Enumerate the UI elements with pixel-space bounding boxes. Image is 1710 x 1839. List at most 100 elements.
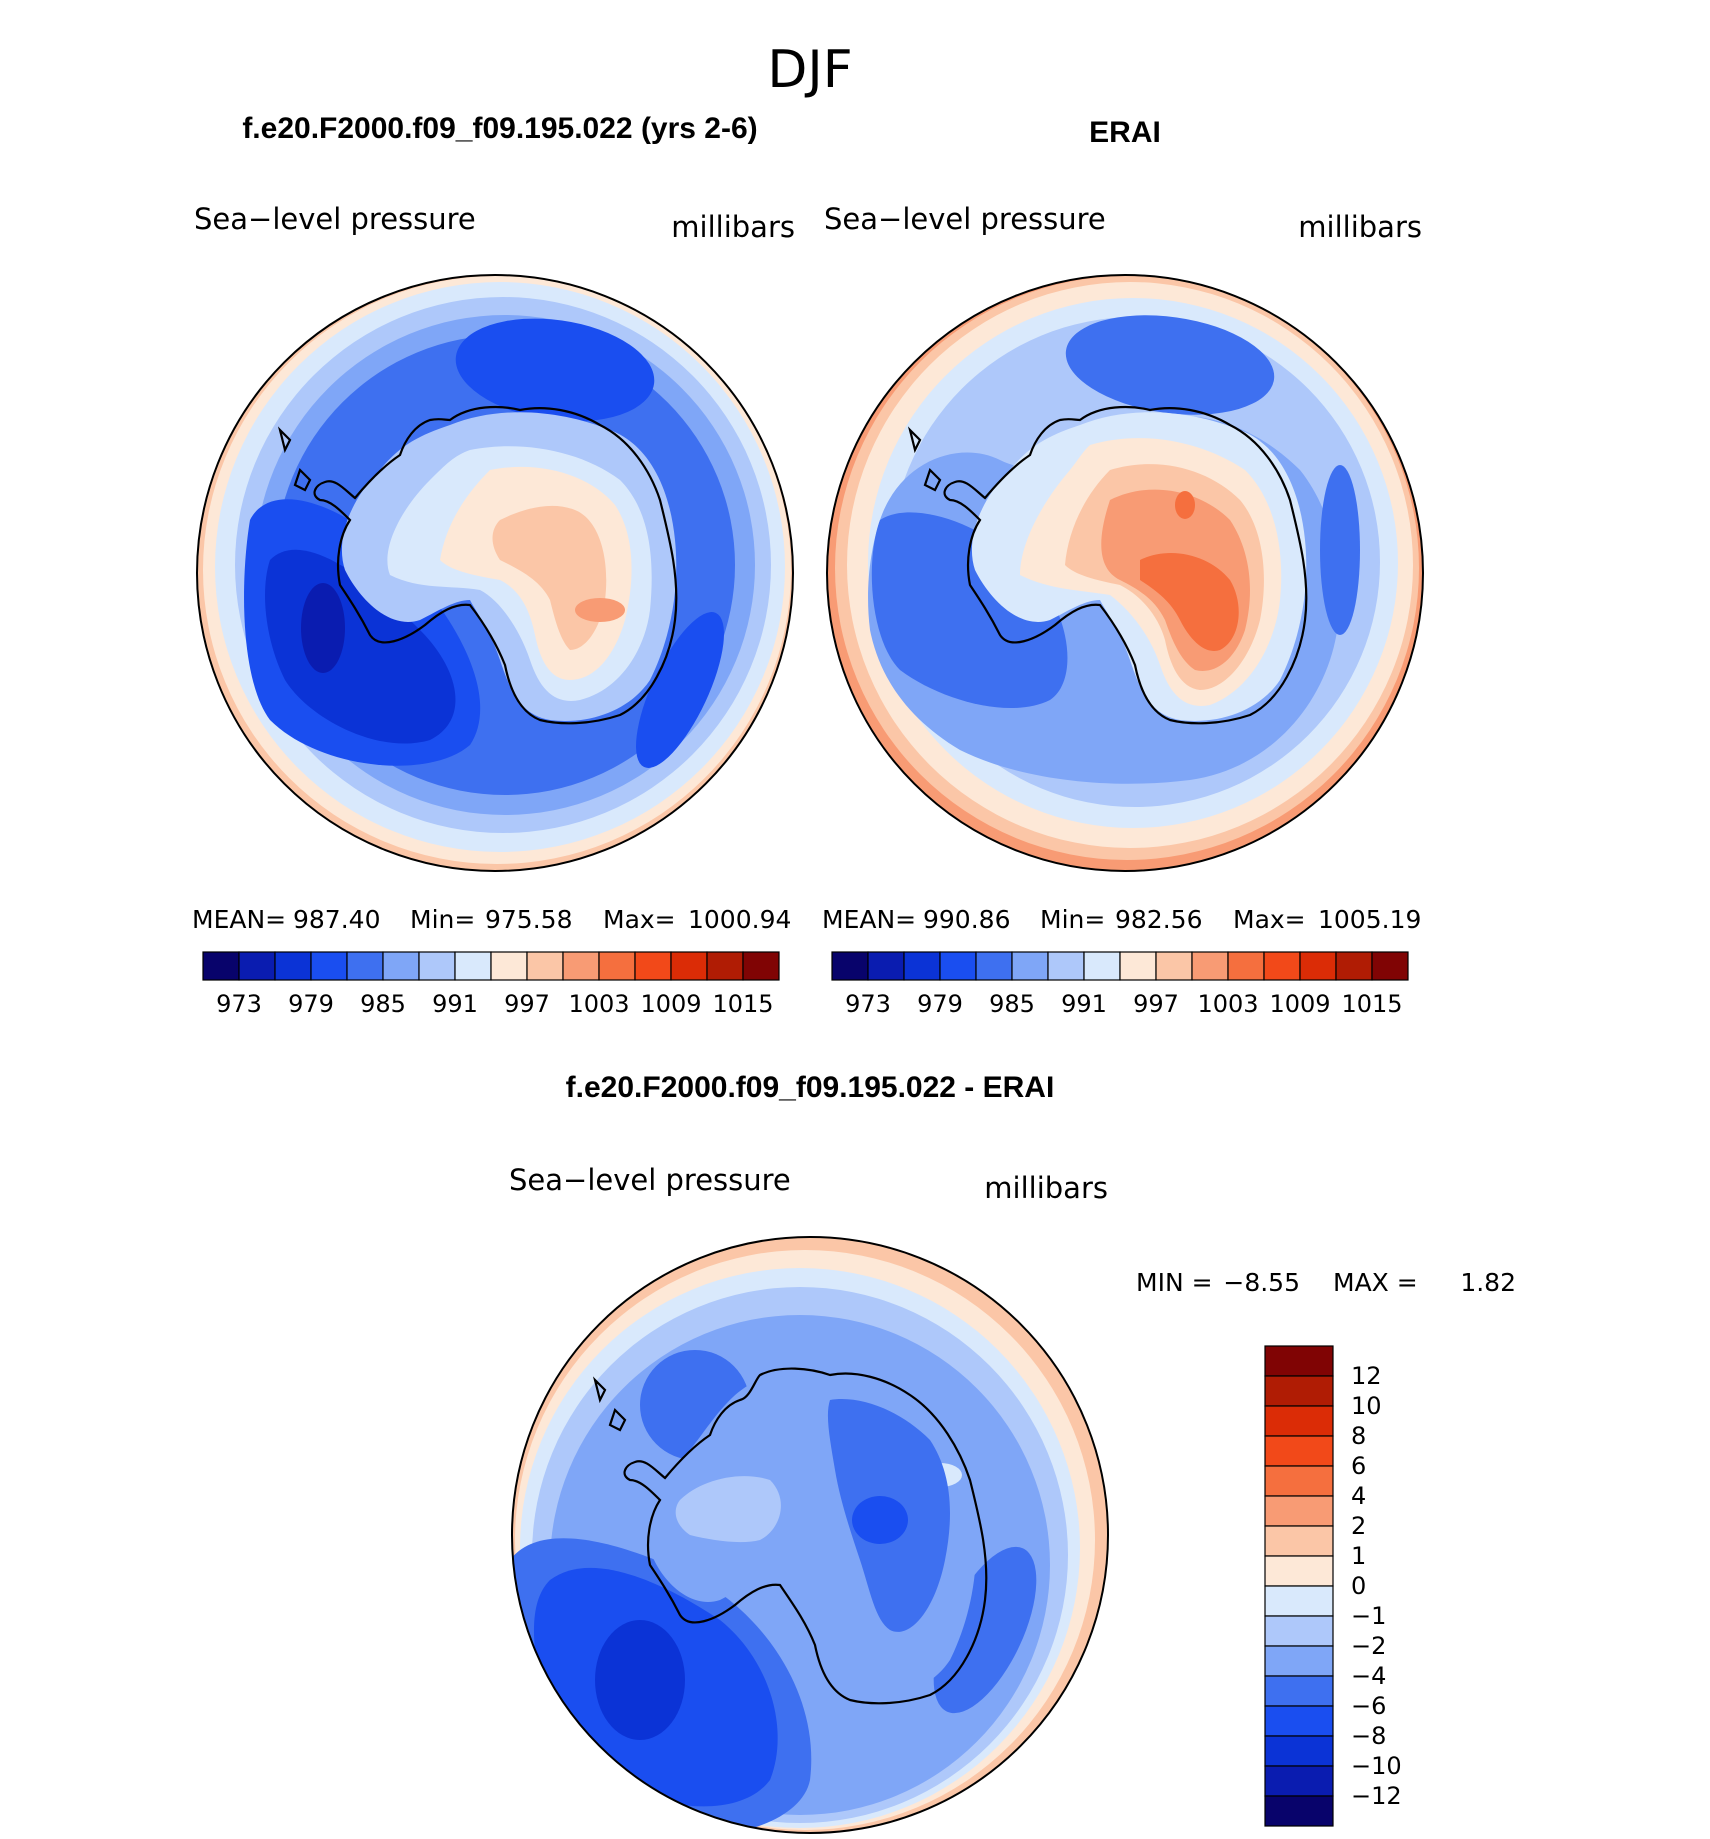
stat-max-label: Max=	[1233, 905, 1306, 934]
colorbar-tick-label: 985	[989, 990, 1035, 1018]
colorbar-box	[454, 951, 492, 981]
panel-units-label: millibars	[1298, 210, 1422, 244]
panel-units-label: millibars	[984, 1171, 1108, 1205]
polar-map	[826, 274, 1424, 872]
low-blob-east	[636, 612, 724, 768]
stat-min-value: −8.55	[1223, 1268, 1300, 1297]
colorbar-box	[1264, 1555, 1334, 1587]
colorbar-tick-label: 973	[216, 990, 262, 1018]
panel-left-label: Sea−level pressure	[824, 202, 1106, 236]
map-border	[511, 1236, 1109, 1834]
colorbar-box	[274, 951, 312, 981]
figure-title: DJF	[767, 40, 852, 100]
colorbar-box	[706, 951, 744, 981]
stat-max-value: 1000.94	[688, 905, 791, 934]
stat-min-label: Min=	[410, 905, 475, 934]
colorbar-tick-label: 985	[360, 990, 406, 1018]
colorbar-box	[346, 951, 384, 981]
colorbar-tick-label: 8	[1351, 1422, 1366, 1450]
stat-mean-label: MEAN=	[822, 905, 916, 934]
colorbar-box	[1264, 1345, 1334, 1377]
colorbar-box	[1264, 1615, 1334, 1647]
stat-max-value: 1.82	[1460, 1268, 1516, 1297]
colorbar-box	[1371, 951, 1409, 981]
colorbar-box	[1191, 951, 1229, 981]
colorbar-tick-label: −8	[1351, 1722, 1386, 1750]
colorbar-box	[562, 951, 600, 981]
colorbar-tick-label: 973	[845, 990, 891, 1018]
low-blob-top	[455, 318, 655, 422]
colorbar-box	[1264, 1675, 1334, 1707]
panel-left-label: Sea−level pressure	[509, 1163, 791, 1197]
panel-difference: f.e20.F2000.f09_f09.195.022 - ERAI Sea−l…	[509, 1071, 1516, 1834]
colorbar-box	[1047, 951, 1085, 981]
stat-min-value: 982.56	[1115, 905, 1202, 934]
colorbar-box	[1264, 1705, 1334, 1737]
colorbar-tick-label: 10	[1351, 1392, 1382, 1420]
colorbar-tick-label: 997	[1133, 990, 1179, 1018]
colorbar-tick-label: 1	[1351, 1542, 1366, 1570]
colorbar-tick-label: −10	[1351, 1752, 1402, 1780]
colorbar-tick-label: 0	[1351, 1572, 1366, 1600]
colorbar-box	[1011, 951, 1049, 981]
stat-min-label: Min=	[1040, 905, 1105, 934]
colorbar-box	[742, 951, 780, 981]
colorbar-tick-label: 1003	[1197, 990, 1258, 1018]
colorbar-box	[310, 951, 348, 981]
panel-obs: ERAI Sea−level pressure millibars	[822, 116, 1424, 1018]
continent-low-core	[852, 1496, 908, 1544]
colorbar-box	[202, 951, 240, 981]
colorbar-box	[1264, 1465, 1334, 1497]
colorbar-tick-label: 1015	[712, 990, 773, 1018]
colorbar-box	[1264, 1435, 1334, 1467]
colorbar-tick-label: 2	[1351, 1512, 1366, 1540]
stats-line: MIN = −8.55 MAX = 1.82	[1136, 1268, 1516, 1297]
colorbar-tick-label: −4	[1351, 1662, 1386, 1690]
colorbar-box	[238, 951, 276, 981]
colorbar-box	[1264, 1525, 1334, 1557]
colorbar-box	[1264, 1405, 1334, 1437]
low-core-deep	[595, 1620, 685, 1740]
colorbar-box	[526, 951, 564, 981]
colorbar-tick-label: 1015	[1341, 990, 1402, 1018]
colorbar-box	[1263, 951, 1301, 981]
colorbar-box	[1264, 1765, 1334, 1797]
colorbar-box	[1083, 951, 1121, 981]
low-blob-top	[1065, 315, 1275, 415]
colorbar-box	[1155, 951, 1193, 981]
colorbar-tick-label: −6	[1351, 1692, 1386, 1720]
panel-title: f.e20.F2000.f09_f09.195.022 - ERAI	[566, 1071, 1055, 1104]
colorbar-tick-label: −2	[1351, 1632, 1386, 1660]
colorbar-box	[490, 951, 528, 981]
panel-title: ERAI	[1089, 116, 1161, 149]
colorbar-box	[1264, 1795, 1334, 1827]
colorbar: 973 979 985 991 997 1003 1009 1015	[202, 951, 780, 1018]
continent-high	[675, 1476, 781, 1543]
colorbar-tick-label: 991	[432, 990, 478, 1018]
stat-mean-value: 990.86	[923, 905, 1010, 934]
colorbar-box	[939, 951, 977, 981]
stat-min-value: 975.58	[485, 905, 572, 934]
colorbar-tick-label: 6	[1351, 1452, 1366, 1480]
stat-mean-value: 987.40	[293, 905, 380, 934]
panel-title: f.e20.F2000.f09_f09.195.022 (yrs 2-6)	[242, 112, 757, 145]
stat-max-value: 1005.19	[1318, 905, 1421, 934]
continent-peak	[575, 598, 625, 622]
colorbar-box	[634, 951, 672, 981]
colorbar-box	[598, 951, 636, 981]
colorbar-box	[1227, 951, 1265, 981]
stats-line: MEAN= 990.86 Min= 982.56 Max= 1005.19	[822, 905, 1421, 934]
panel-left-label: Sea−level pressure	[194, 202, 476, 236]
colorbar-tick-label: 1009	[1269, 990, 1330, 1018]
colorbar-tick-label: 979	[288, 990, 334, 1018]
colorbar-box	[1119, 951, 1157, 981]
low-core-deep	[301, 583, 345, 673]
colorbar-box	[867, 951, 905, 981]
polar-map	[196, 274, 794, 872]
stat-max-label: Max=	[603, 905, 676, 934]
continent-peak-small	[1175, 491, 1195, 519]
stats-line: MEAN= 987.40 Min= 975.58 Max= 1000.94	[192, 905, 791, 934]
colorbar-tick-label: 997	[504, 990, 550, 1018]
